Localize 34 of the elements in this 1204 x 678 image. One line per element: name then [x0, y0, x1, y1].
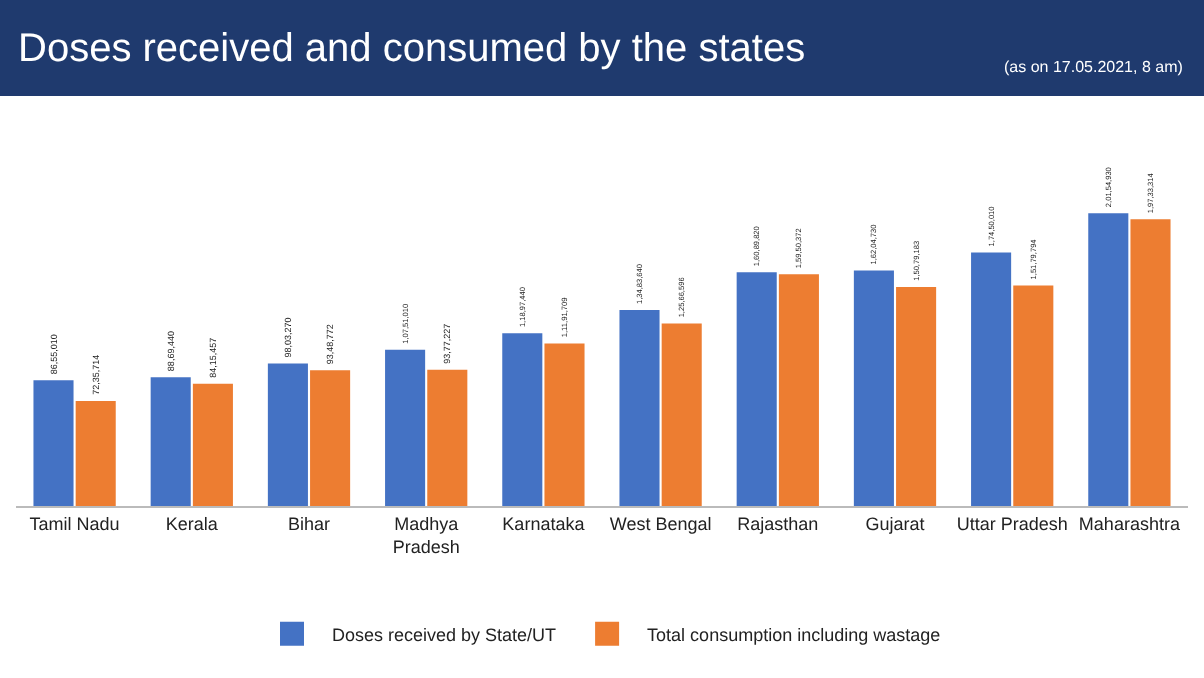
x-tick-label: Rajasthan [737, 513, 819, 534]
bar [1013, 285, 1054, 506]
bar [778, 274, 819, 506]
legend-label: Doses received by State/UT [332, 624, 558, 645]
bar [502, 333, 543, 506]
bar [619, 310, 660, 506]
x-tick-label: Tamil Nadu [29, 513, 120, 534]
x-tick-label: Madhya Pradesh [392, 513, 460, 557]
legend-label: Total consumption including wastage [647, 624, 941, 645]
bar [971, 252, 1012, 506]
x-tick-label: Uttar Pradesh [956, 513, 1068, 534]
x-tick-label: Maharashtra [1078, 513, 1180, 534]
bar [1130, 219, 1171, 506]
bar [544, 343, 585, 506]
x-tick-label: Kerala [165, 513, 218, 534]
bar [385, 349, 426, 506]
x-tick-label: Bihar [287, 513, 331, 534]
bar [150, 377, 191, 506]
chart-title: Doses received and consumed by the states [18, 27, 806, 72]
x-tick-label: Karnataka [502, 513, 585, 534]
bar [267, 363, 308, 506]
text: (as on 17.05.2021, 8 am) [1004, 58, 1184, 76]
x-tick-label: West Bengal [609, 513, 712, 534]
bar [192, 383, 233, 506]
bar [661, 323, 702, 506]
bar [1088, 213, 1129, 506]
bar [75, 400, 116, 506]
bar [310, 370, 351, 506]
bar [853, 270, 894, 506]
x-tick-label: Gujarat [865, 513, 926, 534]
bar [736, 272, 777, 506]
bar [427, 369, 468, 506]
bar [33, 380, 74, 506]
bar [896, 286, 937, 506]
